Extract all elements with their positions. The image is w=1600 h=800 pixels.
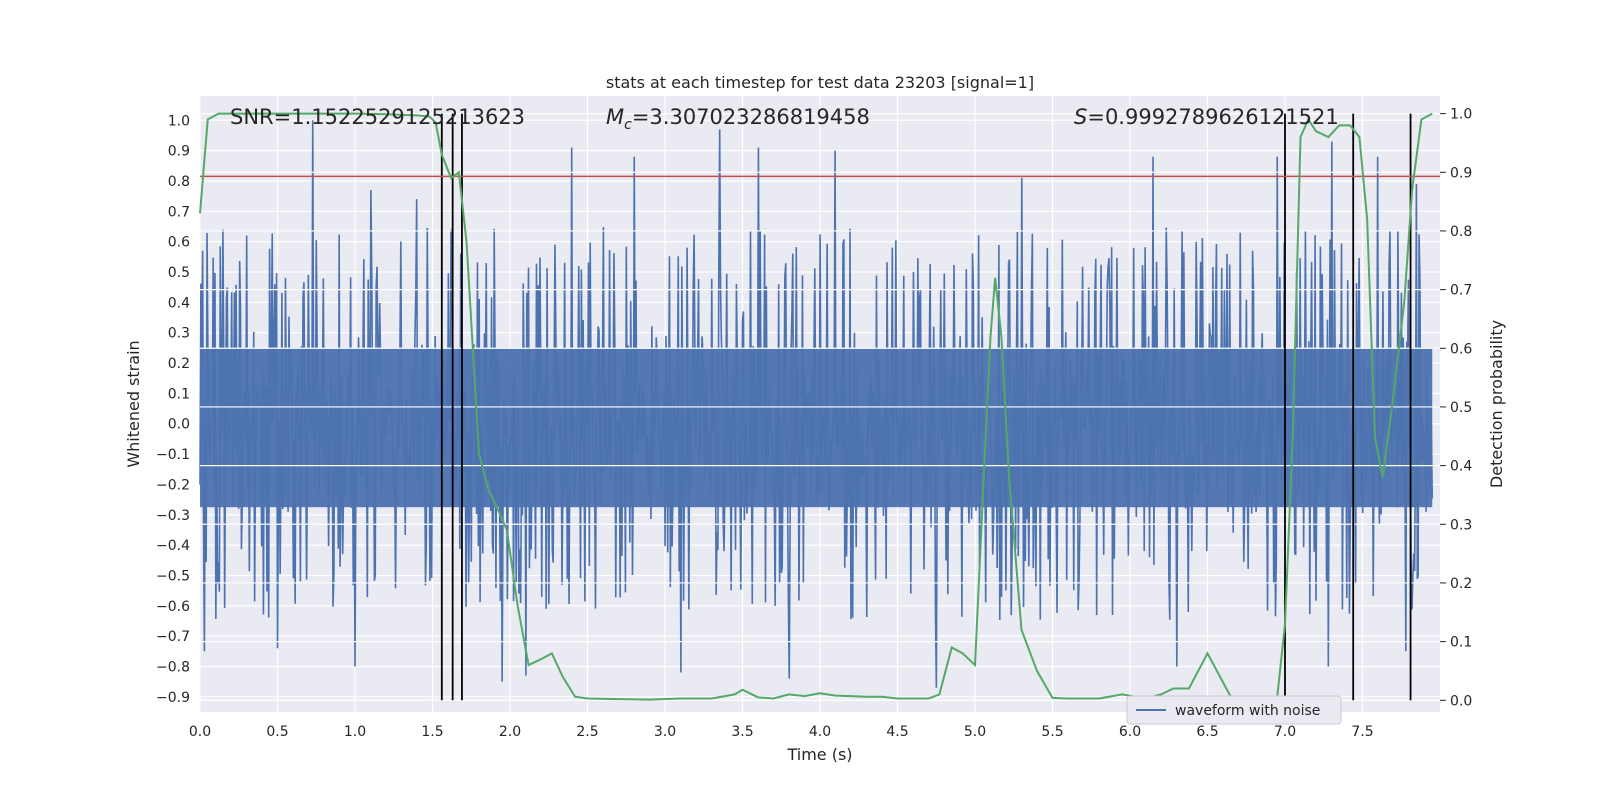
y-tick-label: 0.4	[168, 295, 190, 311]
y-tick-label: 0.2	[168, 356, 190, 372]
x-tick-label: 3.5	[731, 724, 753, 740]
y-tick-label: 0.0	[168, 417, 190, 433]
y-tick-label: −0.9	[156, 690, 190, 706]
x-tick-label: 4.5	[886, 724, 908, 740]
y-ticks: 1.0 0.9 0.8 0.7 0.6 0.5 0.4 0.3 0.2 0.1 0.0 −0.1 −0.…	[156, 113, 190, 706]
mc-subscript: c	[624, 117, 632, 133]
y-tick-label: 0.7	[168, 204, 190, 220]
waveform-series	[199, 120, 1434, 688]
probability-line	[199, 112, 1433, 701]
s-value: =0.9992789626121521	[1087, 105, 1338, 129]
y2-tick-label: 0.3	[1450, 517, 1472, 533]
y-tick-label: −0.1	[156, 447, 190, 463]
y2-tick-label: 0.6	[1450, 341, 1472, 357]
y2-tick-label: 0.9	[1450, 165, 1472, 181]
y2-tick-label: 0.7	[1450, 283, 1472, 299]
y2-axis-label: Detection probability	[1487, 320, 1506, 488]
chart-title: stats at each timestep for test data 232…	[606, 73, 1034, 92]
y-tick-label: 0.3	[168, 326, 190, 342]
s-symbol: S	[1074, 105, 1087, 129]
y2-tick-label: 1.0	[1450, 107, 1472, 123]
x-tick-label: 2.5	[576, 724, 598, 740]
white-overlay-lines	[200, 112, 1440, 701]
x-tick-label: 5.0	[964, 724, 986, 740]
x-tick-label: 7.5	[1351, 724, 1373, 740]
x-tick-label: 3.0	[654, 724, 676, 740]
y2-tick-label: 0.0	[1450, 693, 1472, 709]
y-tick-label: −0.8	[156, 659, 190, 675]
x-tick-label: 4.0	[809, 724, 831, 740]
x-tick-label: 0.0	[189, 724, 211, 740]
y-tick-label: 0.1	[168, 386, 190, 402]
y2-tick-label: 0.2	[1450, 576, 1472, 592]
legend-box	[1126, 695, 1342, 725]
y-tick-label: 1.0	[168, 113, 190, 129]
legend-label: waveform with noise	[1175, 703, 1320, 719]
legend: waveform with noise	[1126, 695, 1342, 725]
s-annotation: S=0.9992789626121521	[1074, 105, 1339, 129]
snr-annotation: SNR=1.1522529125213623	[230, 105, 525, 129]
mc-annotation: Mc=3.307023286819458	[606, 105, 870, 133]
x-tick-label: 0.5	[266, 724, 288, 740]
waveform-dense-band	[200, 347, 1433, 508]
x-tick-label: 2.0	[499, 724, 521, 740]
x-tick-label: 7.0	[1274, 724, 1296, 740]
x-tick-label: 1.5	[421, 724, 443, 740]
x-tick-label: 1.0	[344, 724, 366, 740]
y-tick-label: −0.7	[156, 629, 190, 645]
x-axis-label: Time (s)	[786, 745, 852, 764]
y-tick-label: 0.5	[168, 265, 190, 281]
probability-series	[199, 112, 1433, 701]
mc-value: =3.307023286819458	[632, 105, 870, 129]
y2-ticks: 1.0 0.9 0.8 0.7 0.6 0.5 0.4 0.3 0.2 0.1 0.0	[1440, 107, 1472, 709]
mc-symbol: M	[606, 105, 624, 129]
y-tick-label: −0.6	[156, 599, 190, 615]
y-axis-label: Whitened strain	[124, 340, 143, 467]
y-tick-label: −0.5	[156, 568, 190, 584]
y-tick-label: 0.8	[168, 174, 190, 190]
y-tick-label: −0.2	[156, 477, 190, 493]
y2-tick-label: 0.1	[1450, 635, 1472, 651]
y-tick-label: −0.3	[156, 508, 190, 524]
y2-tick-label: 0.5	[1450, 400, 1472, 416]
x-tick-label: 6.0	[1119, 724, 1141, 740]
y2-tick-label: 0.8	[1450, 224, 1472, 240]
x-ticks: 0.0 0.5 1.0 1.5 2.0 2.5 3.0 3.5 4.0 4.5 5.0 5.5 6.0 6…	[189, 724, 1374, 740]
y-tick-label: 0.9	[168, 144, 190, 160]
y2-tick-label: 0.4	[1450, 459, 1472, 475]
x-tick-label: 5.5	[1041, 724, 1063, 740]
y-tick-label: −0.4	[156, 538, 190, 554]
x-tick-label: 6.5	[1196, 724, 1218, 740]
y-tick-label: 0.6	[168, 235, 190, 251]
